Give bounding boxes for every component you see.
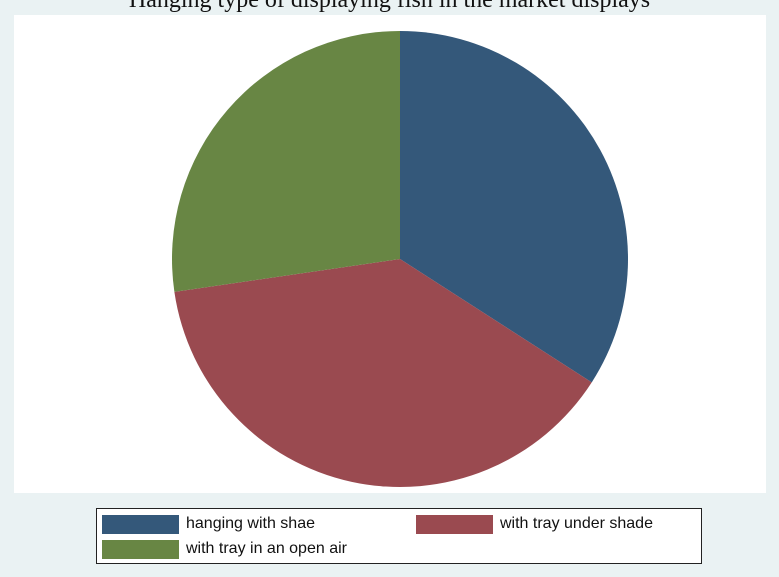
chart-title: Hanging type of displaying fish in the m… [128,0,651,13]
pie-slice-2 [172,31,400,292]
legend-label: hanging with shae [186,515,315,532]
pie-slice-1 [174,259,592,487]
pie-chart [172,31,628,487]
legend-item-tray-open-air: with tray in an open air [102,539,347,559]
plot-region [14,15,766,493]
legend-swatch [102,514,179,534]
legend-item-hanging-with-shade: hanging with shae [102,514,315,534]
legend: hanging with shae with tray under shade … [96,508,702,564]
pie-slice-0 [400,31,628,383]
legend-label: with tray in an open air [186,540,347,557]
legend-swatch [102,539,179,559]
legend-item-tray-under-shade: with tray under shade [416,514,653,534]
legend-label: with tray under shade [500,515,653,532]
legend-swatch [416,514,493,534]
